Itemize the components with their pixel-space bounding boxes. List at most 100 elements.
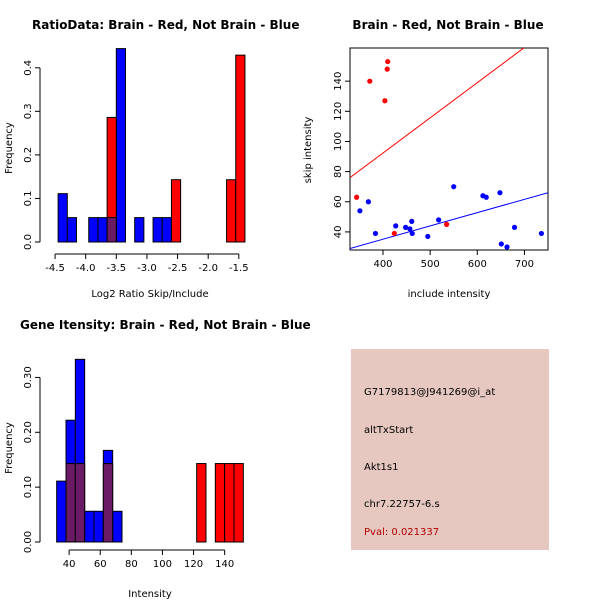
blue-bar <box>88 217 99 243</box>
y-tick-label: 40 <box>333 226 344 239</box>
red-point <box>444 221 450 227</box>
blue-bar <box>115 48 126 243</box>
blue-point <box>538 230 545 237</box>
y-tick-label: 60 <box>333 195 344 208</box>
y-tick-label: 0.00 <box>23 531 34 553</box>
x-tick-label: 400 <box>373 259 392 270</box>
gene-intensity-histogram: Gene Itensity: Brain - Red, Not Brain - … <box>4 318 311 600</box>
blue-bar <box>161 217 172 243</box>
red-point <box>385 58 391 65</box>
red-point <box>382 98 388 104</box>
blue-bar <box>97 217 108 243</box>
blue-point <box>498 241 504 247</box>
blue-bar <box>57 193 68 243</box>
blue-bar <box>112 510 123 543</box>
red-bar <box>196 463 207 543</box>
scatter-plot-box <box>349 47 549 251</box>
red-point <box>354 194 360 200</box>
blue-point <box>372 230 379 237</box>
p-value: Pval: 0.021337 <box>364 527 440 538</box>
red-point <box>367 78 373 84</box>
blue-bar <box>152 217 163 243</box>
x-tick-label: -4.0 <box>76 263 96 274</box>
red-bar <box>214 463 226 543</box>
blue-point <box>357 208 363 214</box>
x-tick-label: -2.0 <box>198 263 218 274</box>
x-tick-label: 600 <box>468 259 487 270</box>
x-tick-label: -4.5 <box>45 263 65 274</box>
event-type: altTxStart <box>364 425 414 436</box>
blue-bar <box>93 510 104 543</box>
blue-point <box>451 184 457 190</box>
gene-intensity-xlabel: Intensity <box>128 589 172 600</box>
blue-point <box>511 224 518 230</box>
x-tick-label: 500 <box>421 259 440 270</box>
x-tick-label: 60 <box>94 559 107 570</box>
ratio-histogram-xlabel: Log2 Ratio Skip/Include <box>91 289 208 300</box>
x-tick-label: 40 <box>63 559 76 570</box>
x-tick-label: -3.0 <box>137 263 157 274</box>
probe-id: G7179813@J941269@i_at <box>364 387 496 398</box>
y-tick-label: 0.4 <box>23 60 34 76</box>
red-fit-line <box>350 48 525 179</box>
ratio-histogram-title: RatioData: Brain - Red, Not Brain - Blue <box>32 18 299 32</box>
blue-point <box>409 218 415 224</box>
y-tick-label: 0.0 <box>23 234 34 250</box>
ratio-histogram-ylabel: Frequency <box>4 122 15 174</box>
y-tick-label: 0.1 <box>23 190 34 206</box>
overlap-bar <box>65 463 76 543</box>
overlap-bar <box>74 463 86 543</box>
blue-point <box>403 224 409 230</box>
y-tick-label: 0.30 <box>23 366 34 388</box>
gene-intensity-ylabel: Frequency <box>4 422 15 474</box>
blue-bar <box>56 480 67 543</box>
red-bar <box>235 54 246 243</box>
x-tick-label: 140 <box>215 559 234 570</box>
overlap-bar <box>102 463 114 543</box>
intensity-scatter: Brain - Red, Not Brain - Blue 400 500 600 7… <box>303 18 549 300</box>
intensity-scatter-xlabel: include intensity <box>408 289 491 300</box>
red-bar <box>233 463 244 543</box>
y-tick-label: 0.2 <box>23 147 34 163</box>
red-bar <box>170 179 182 243</box>
blue-point <box>365 199 371 205</box>
x-tick-label: 120 <box>184 559 203 570</box>
x-tick-label: -3.5 <box>107 263 127 274</box>
y-tick-label: 120 <box>333 102 344 121</box>
blue-bar <box>84 510 95 543</box>
intensity-scatter-ylabel: skip intensity <box>303 117 314 184</box>
blue-point <box>425 233 431 240</box>
red-point <box>391 230 397 237</box>
x-tick-label: -1.5 <box>229 263 249 274</box>
blue-point <box>393 223 399 229</box>
genomic-location: chr7.22757-6.s <box>364 499 440 510</box>
y-tick-label: 140 <box>333 72 344 91</box>
x-tick-label: -2.5 <box>168 263 188 274</box>
blue-point <box>409 230 415 237</box>
blue-point <box>497 190 503 196</box>
y-tick-label: 0.20 <box>23 421 34 443</box>
red-bar <box>226 179 237 243</box>
red-bar <box>224 463 235 543</box>
gene-name: Akt1s1 <box>364 462 399 473</box>
intensity-scatter-title: Brain - Red, Not Brain - Blue <box>352 18 543 32</box>
blue-point <box>436 217 442 223</box>
x-tick-label: 700 <box>515 259 534 270</box>
y-tick-label: 100 <box>333 132 344 151</box>
blue-bar <box>134 217 145 243</box>
blue-fit-line <box>350 192 548 249</box>
y-tick-label: 0.3 <box>23 103 34 119</box>
blue-point <box>483 194 489 200</box>
info-panel: G7179813@J941269@i_at altTxStart Akt1s1 … <box>351 349 549 550</box>
y-tick-label: 0.10 <box>23 476 34 498</box>
x-tick-label: 100 <box>153 559 172 570</box>
x-tick-label: 80 <box>125 559 138 570</box>
blue-point <box>407 226 413 232</box>
y-tick-label: 80 <box>333 165 344 178</box>
blue-bar <box>66 217 77 243</box>
gene-intensity-title: Gene Itensity: Brain - Red, Not Brain - … <box>20 318 311 332</box>
ratio-histogram: RatioData: Brain - Red, Not Brain - Blue… <box>4 18 299 300</box>
overlap-bar <box>106 217 117 243</box>
blue-point <box>504 244 510 250</box>
